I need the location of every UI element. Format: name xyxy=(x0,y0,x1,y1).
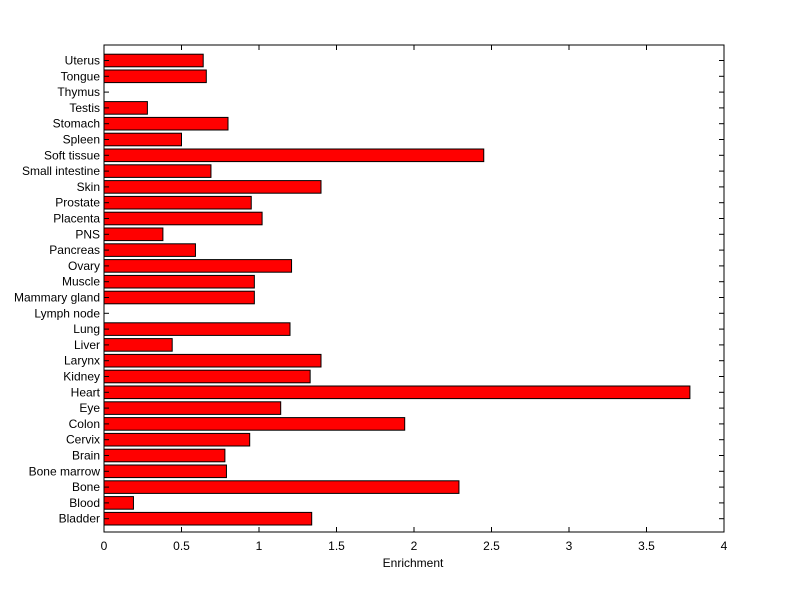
y-tick-label: Heart xyxy=(71,385,101,399)
bar-brain xyxy=(103,448,226,463)
y-tick-label: Skin xyxy=(77,180,100,194)
bar-muscle xyxy=(103,274,255,289)
x-tick-label: 2.5 xyxy=(483,539,500,553)
bar-small-intestine xyxy=(103,164,212,178)
bar-placenta xyxy=(103,211,263,226)
y-tick-label: Prostate xyxy=(55,196,100,210)
y-tick-label: Larynx xyxy=(64,354,100,368)
x-tick-label: 0 xyxy=(101,539,108,553)
x-tick-label: 3.5 xyxy=(638,539,655,553)
bar-bladder xyxy=(103,511,313,526)
bar-eye xyxy=(103,401,282,415)
bar-pns xyxy=(103,227,164,242)
y-tick-label: Testis xyxy=(69,101,100,115)
bar-cervix xyxy=(103,432,251,447)
y-tick-label: Bone marrow xyxy=(29,464,101,478)
bar-uterus xyxy=(103,53,204,68)
y-tick-label: Cervix xyxy=(66,433,100,447)
y-tick-label: Bone xyxy=(72,480,100,494)
y-tick-label: Stomach xyxy=(53,117,100,131)
y-tick-label: Muscle xyxy=(62,275,100,289)
y-tick-label: Uterus xyxy=(65,54,100,68)
bar-colon xyxy=(103,417,406,431)
bar-prostate xyxy=(103,195,252,210)
bar-ovary xyxy=(103,259,293,273)
x-tick-label: 2 xyxy=(411,539,418,553)
bar-bone xyxy=(103,480,460,494)
y-tick-label: Eye xyxy=(79,401,100,415)
bar-pancreas xyxy=(103,243,196,257)
y-tick-label: Small intestine xyxy=(22,164,100,178)
y-tick-label: Ovary xyxy=(68,259,100,273)
bar-lung xyxy=(103,322,291,336)
y-tick-label: Pancreas xyxy=(49,243,100,257)
x-tick-label: 4 xyxy=(721,539,728,553)
y-tick-label: Colon xyxy=(69,417,100,431)
y-tick-label: Spleen xyxy=(63,133,100,147)
bar-tongue xyxy=(103,69,207,84)
y-tick-label: Placenta xyxy=(53,212,100,226)
bar-larynx xyxy=(103,353,322,368)
x-tick-label: 3 xyxy=(566,539,573,553)
plot-area-frame xyxy=(103,44,725,533)
y-tick-label: PNS xyxy=(75,227,100,241)
y-tick-label: Lymph node xyxy=(34,306,100,320)
y-tick-label: Bladder xyxy=(59,512,100,526)
bar-skin xyxy=(103,180,322,194)
y-tick-label: Lung xyxy=(73,322,100,336)
bar-mammary-gland xyxy=(103,290,255,305)
y-tick-label: Thymus xyxy=(57,85,100,99)
y-tick-label: Mammary gland xyxy=(14,291,100,305)
y-tick-label: Soft tissue xyxy=(44,148,100,162)
y-tick-label: Tongue xyxy=(61,69,101,83)
bar-heart xyxy=(103,385,691,400)
y-tick-label: Kidney xyxy=(63,370,100,384)
bar-kidney xyxy=(103,369,311,384)
x-axis-label: Enrichment xyxy=(383,556,444,570)
x-tick-label: 1.5 xyxy=(328,539,345,553)
x-tick-label: 0.5 xyxy=(173,539,190,553)
y-tick-label: Brain xyxy=(72,449,100,463)
y-tick-label: Liver xyxy=(74,338,100,352)
y-tick-label: Blood xyxy=(69,496,100,510)
bar-soft-tissue xyxy=(103,148,485,163)
bar-stomach xyxy=(103,116,229,131)
bar-testis xyxy=(103,101,148,115)
x-tick-label: 1 xyxy=(256,539,263,553)
bar-liver xyxy=(103,338,173,352)
bar-spleen xyxy=(103,132,182,147)
bar-bone-marrow xyxy=(103,464,227,479)
